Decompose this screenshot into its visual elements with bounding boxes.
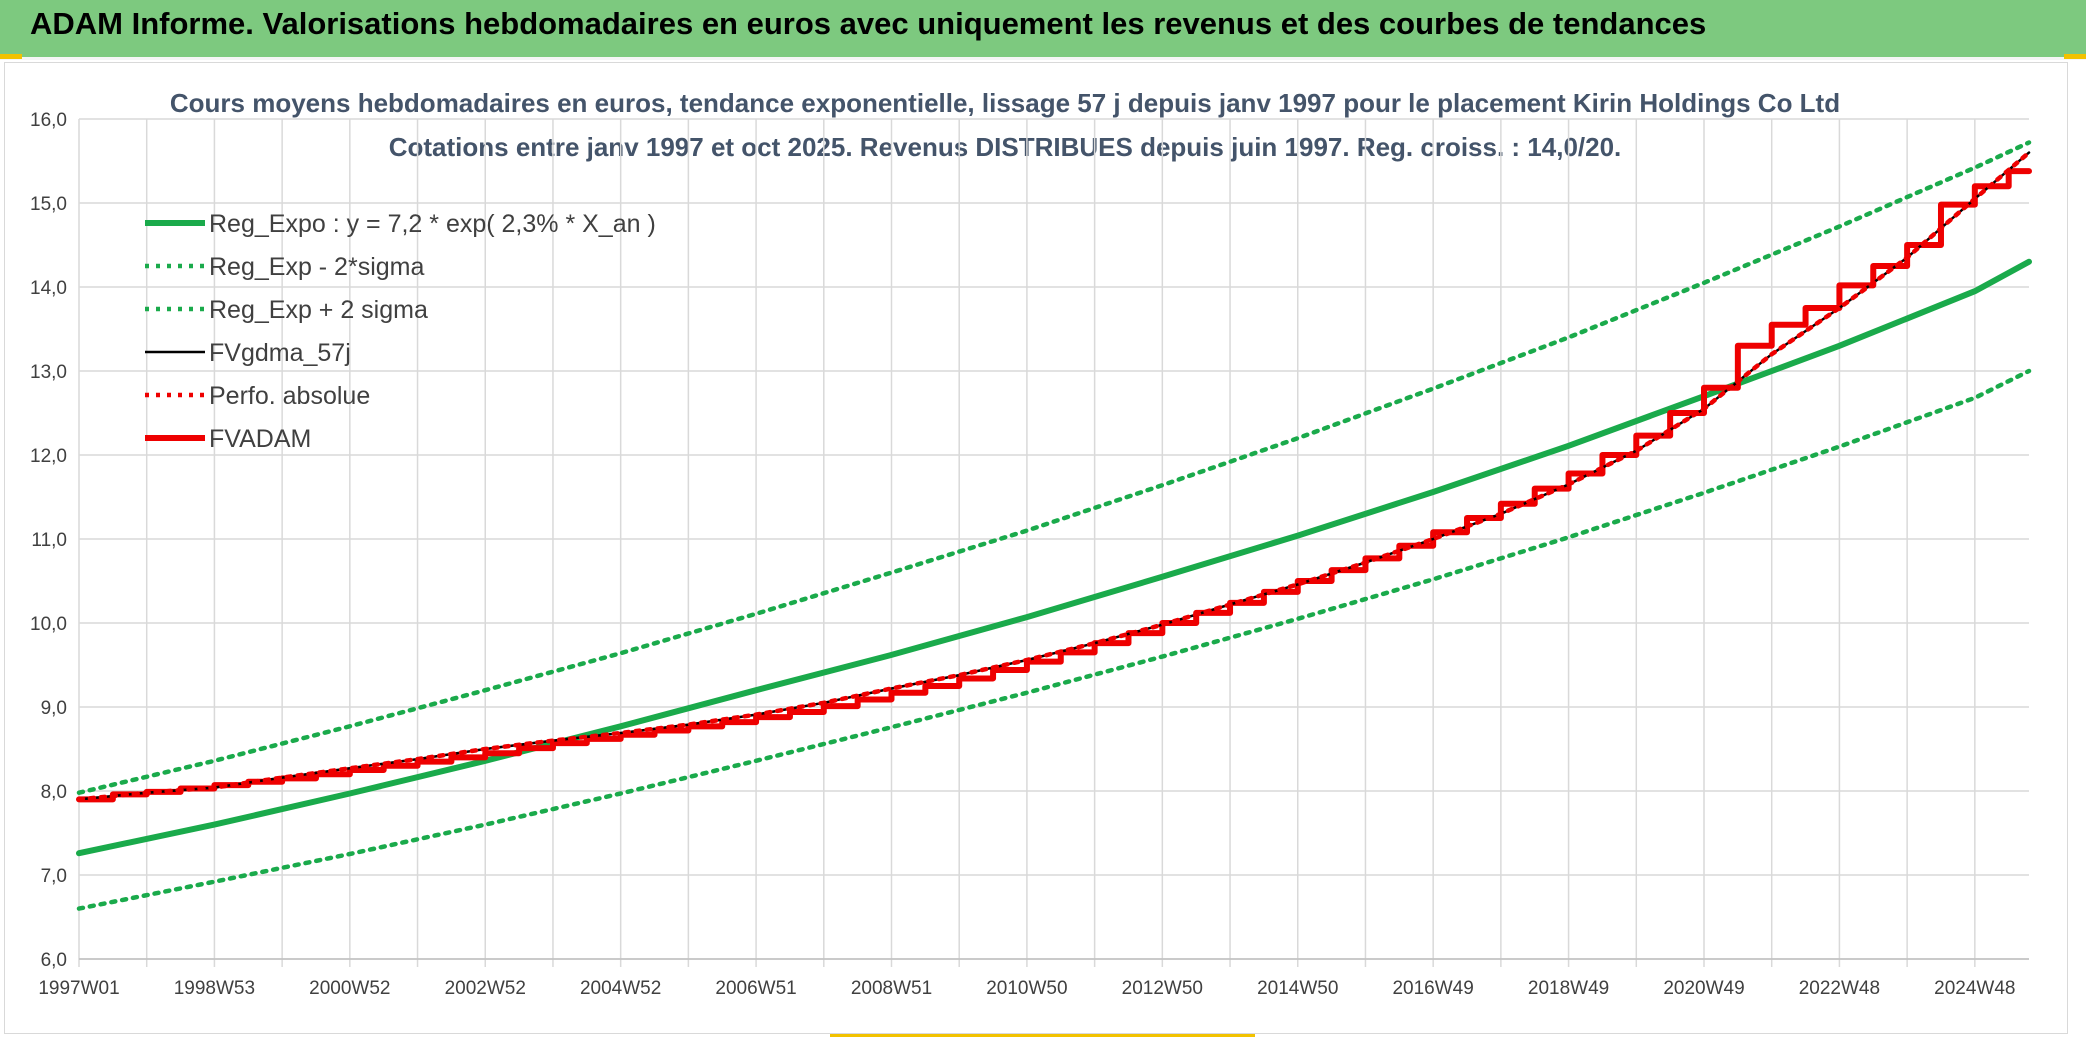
- corner-marker-bottom-center: [830, 1033, 1255, 1037]
- legend-label: FVgdma_57j: [209, 339, 351, 367]
- y-tick-label: 7,0: [41, 866, 67, 887]
- y-tick-label: 12,0: [30, 446, 67, 467]
- y-tick-label: 10,0: [30, 614, 67, 635]
- series-line: [76, 168, 2032, 803]
- x-tick-label: 2014W50: [1257, 978, 1338, 999]
- legend: Reg_Expo : y = 7,2 * exp( 2,3% * X_an ) R…: [145, 210, 656, 453]
- y-tick-label: 16,0: [30, 110, 67, 131]
- series-line: [76, 368, 2032, 911]
- axes: 6,0 7,0 8,0 9,0 10,0 11,0 12,0 13,0 14,0 15,0 16,0…: [30, 110, 2029, 999]
- y-tick-label: 13,0: [30, 362, 67, 383]
- x-tick-label: 2004W52: [580, 978, 661, 999]
- legend-label: Reg_Exp - 2*sigma: [209, 253, 424, 281]
- corner-marker-top-right: [2064, 54, 2086, 59]
- corner-marker-top-left: [0, 54, 22, 59]
- chart-svg: Cours moyens hebdomadaires en euros, ten…: [30, 88, 2032, 999]
- chart-title-line-1: Cours moyens hebdomadaires en euros, ten…: [170, 88, 1840, 118]
- series-line: [77, 151, 2031, 801]
- report-banner: ADAM Informe. Valorisations hebdomadaire…: [0, 0, 2086, 60]
- y-tick-label: 6,0: [41, 950, 67, 971]
- x-tick-label: 2010W50: [986, 978, 1067, 999]
- y-tick-label: 8,0: [41, 782, 67, 803]
- legend-label: FVADAM: [209, 425, 311, 453]
- x-tick-label: 1997W01: [38, 978, 119, 999]
- series-line: [76, 258, 2032, 857]
- y-tick-label: 14,0: [30, 278, 67, 299]
- legend-label: Perfo. absolue: [209, 382, 370, 410]
- x-tick-label: 2016W49: [1392, 978, 1473, 999]
- series-line: [76, 150, 2032, 802]
- report-title: ADAM Informe. Valorisations hebdomadaire…: [30, 6, 1707, 41]
- x-tick-label: 2012W50: [1122, 978, 1203, 999]
- y-tick-label: 9,0: [41, 698, 67, 719]
- chart-title-line-2: Cotations entre janv 1997 et oct 2025. R…: [389, 132, 1622, 162]
- x-tick-label: 2006W51: [715, 978, 796, 999]
- x-tick-label: 1998W53: [174, 978, 255, 999]
- plot-series: [76, 140, 2032, 911]
- x-tick-label: 2000W52: [309, 978, 390, 999]
- y-tick-label: 15,0: [30, 194, 67, 215]
- x-tick-label: 2024W48: [1934, 978, 2015, 999]
- y-tick-label: 11,0: [31, 530, 67, 551]
- series-line: [76, 140, 2032, 795]
- legend-label: Reg_Expo : y = 7,2 * exp( 2,3% * X_an ): [209, 210, 656, 238]
- x-tick-label: 2002W52: [445, 978, 526, 999]
- x-tick-label: 2008W51: [851, 978, 932, 999]
- legend-label: Reg_Exp + 2 sigma: [209, 296, 428, 324]
- x-tick-label: 2020W49: [1663, 978, 1744, 999]
- x-tick-label: 2022W48: [1799, 978, 1880, 999]
- x-tick-label: 2018W49: [1528, 978, 1609, 999]
- chart-area: Cours moyens hebdomadaires en euros, ten…: [4, 62, 2068, 1034]
- gridlines: [78, 118, 2029, 967]
